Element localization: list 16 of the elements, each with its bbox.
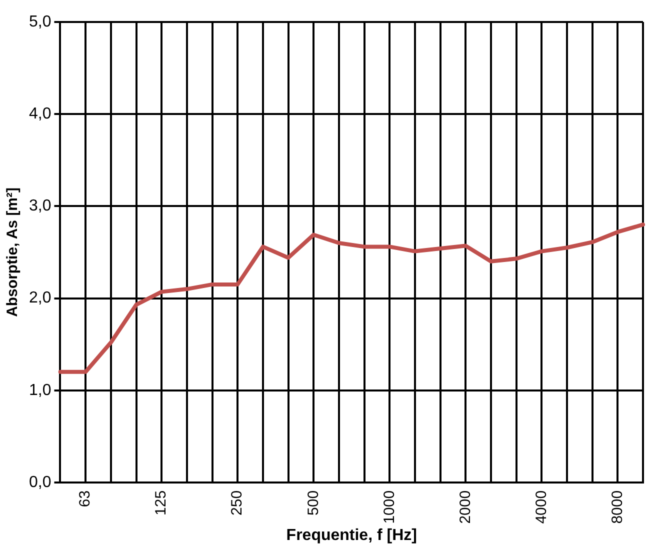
x-axis-title: Frequentie, f [Hz] [286,526,417,544]
x-tick-label: 4000 [532,490,550,524]
x-tick-label: 500 [304,490,322,516]
y-tick-label: 4,0 [28,105,52,122]
y-tick-label: 5,0 [28,13,52,30]
x-tick-label: 1000 [380,490,398,524]
y-tick-label: 1,0 [28,382,52,399]
x-tick-label: 125 [152,490,170,516]
y-axis-title: Absorptie, As [m²] [4,187,22,317]
x-tick-label: 63 [76,490,94,508]
x-tick-label: 2000 [456,490,474,524]
x-tick-label: 250 [228,490,246,516]
x-tick-label: 8000 [608,490,626,524]
y-tick-label: 0,0 [28,474,52,491]
y-tick-label: 3,0 [28,198,52,215]
y-tick-label: 2,0 [28,290,52,307]
